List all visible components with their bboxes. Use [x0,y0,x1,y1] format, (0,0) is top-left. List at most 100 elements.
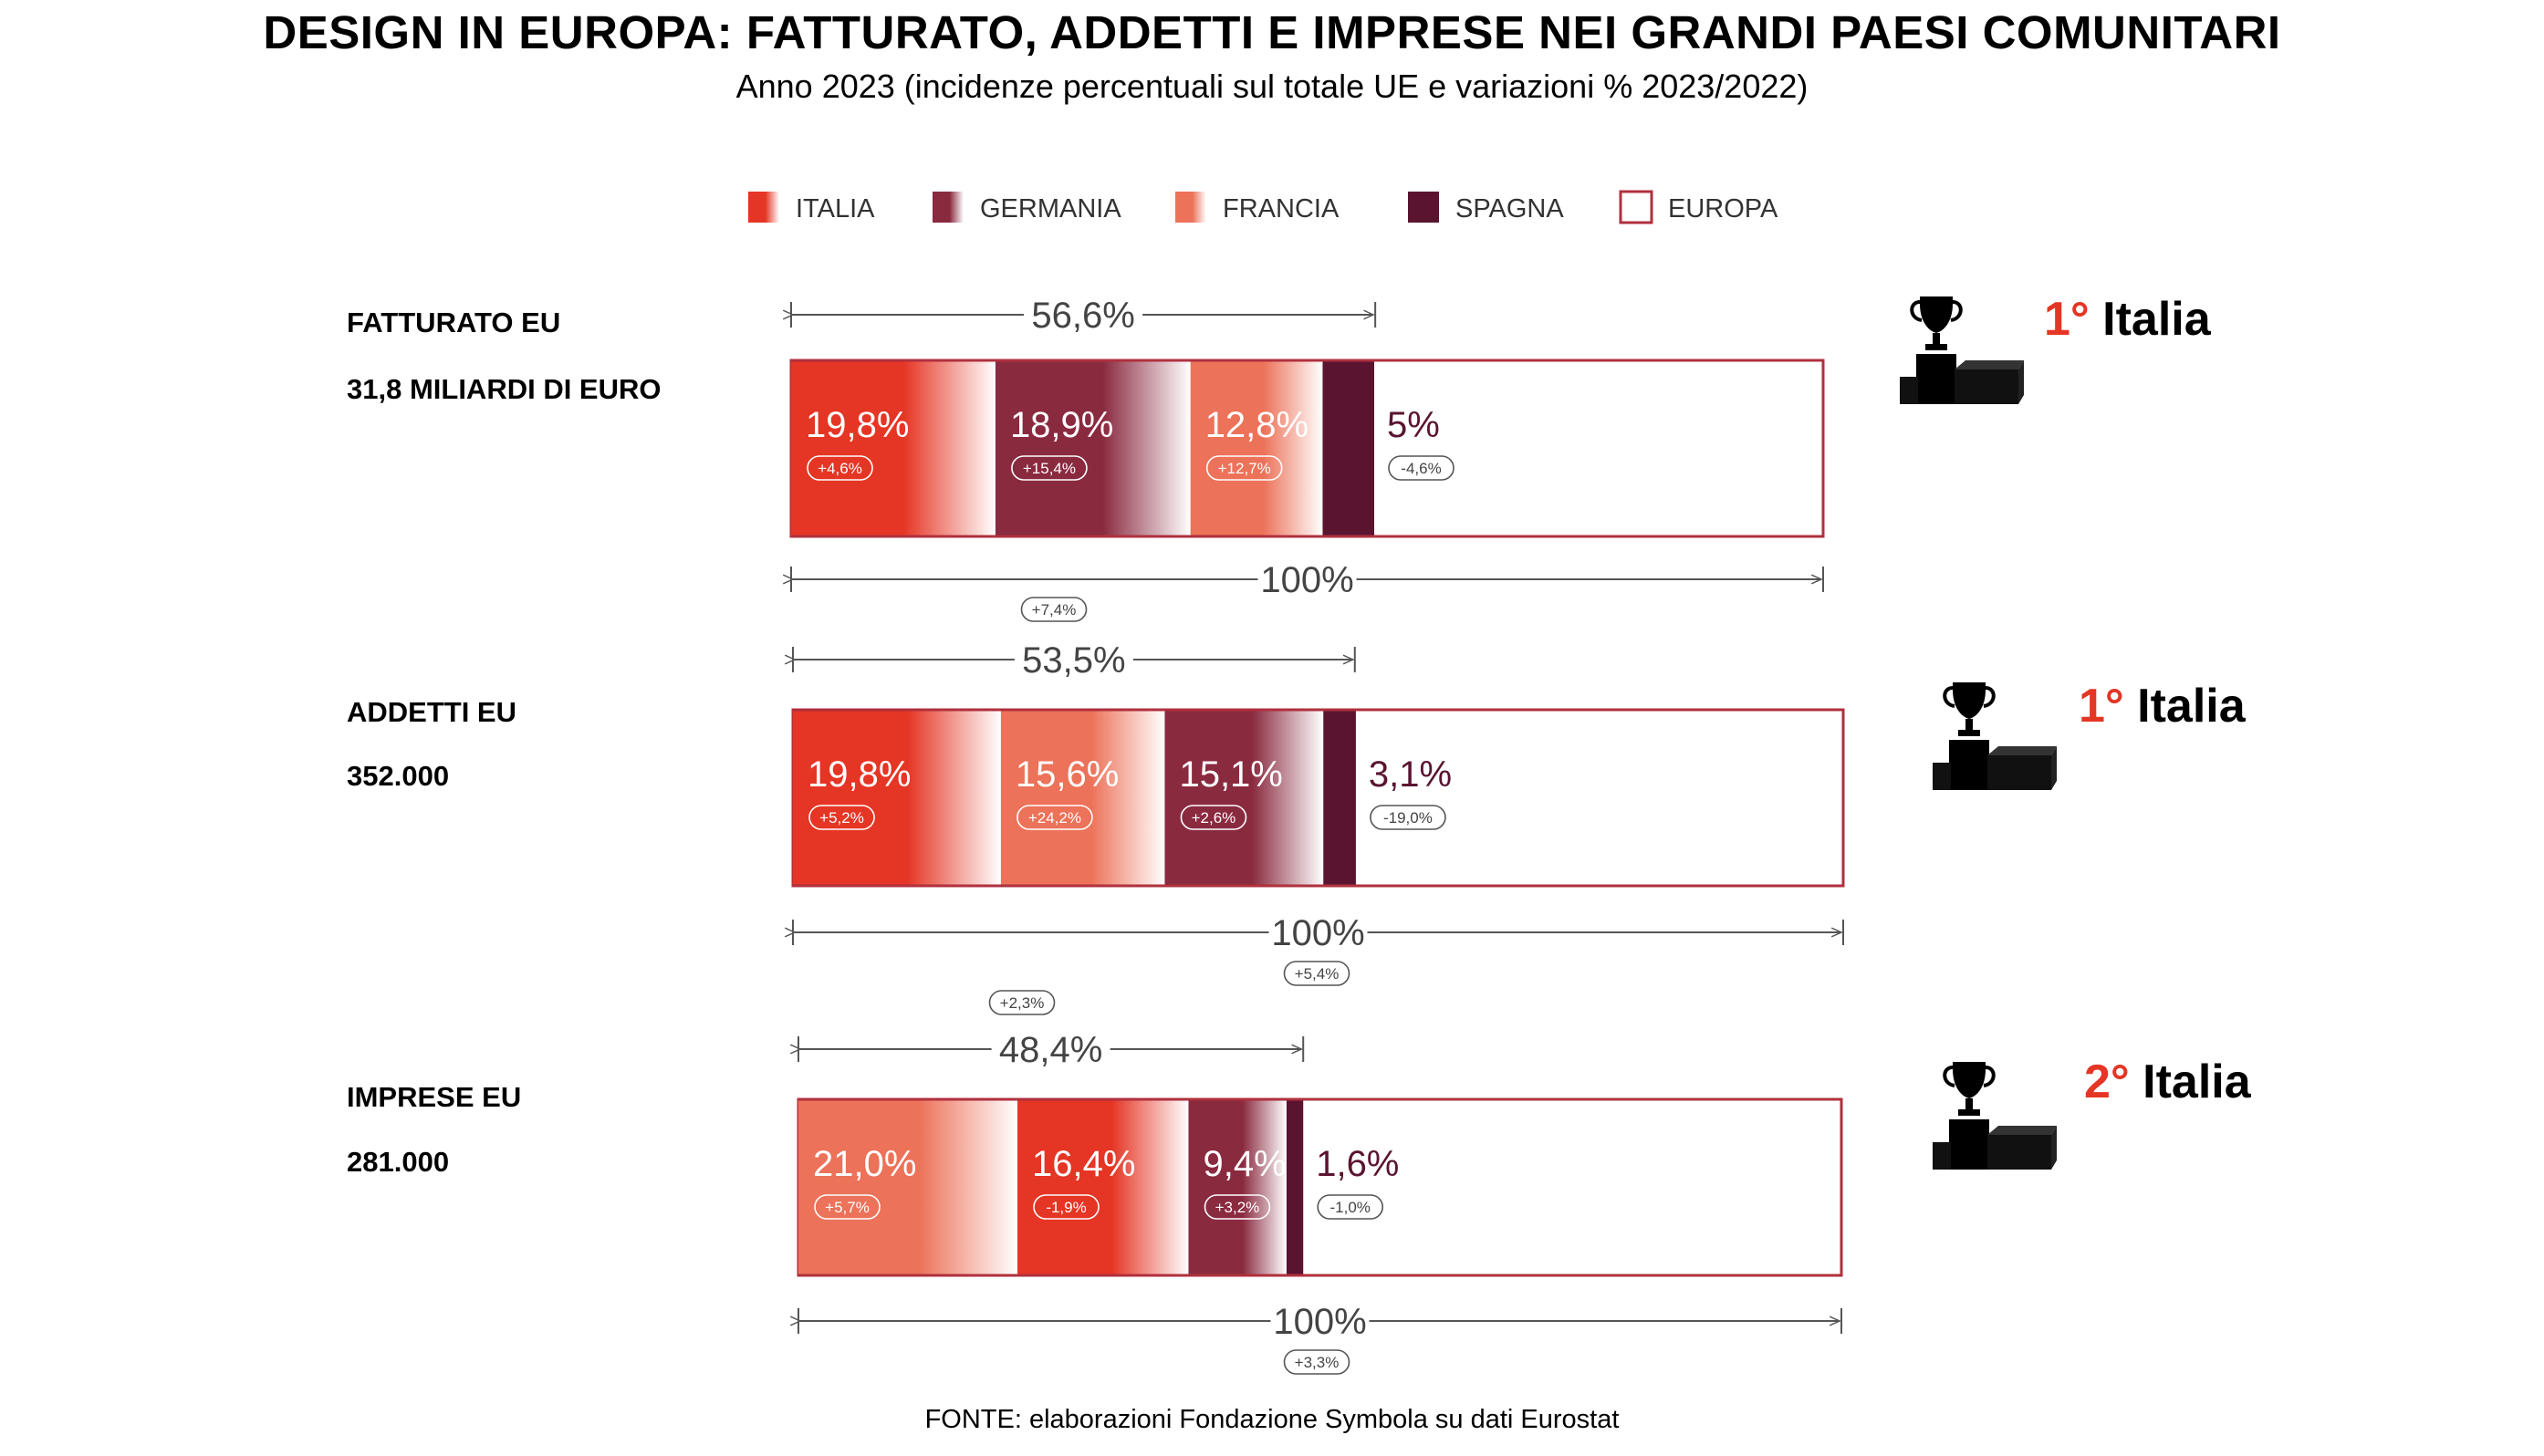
bar-spagna-0 [1322,361,1375,536]
chart-title: DESIGN IN EUROPA: FATTURATO, ADDETTI E I… [263,6,2281,58]
change-badge-spagna-1-pill [1370,805,1446,830]
change-badge-francia-1: +24,2% [1028,809,1081,827]
bar-italia-2 [1017,1100,1189,1274]
value-label-italia-1: 19,8% [808,754,911,795]
rank-fatturato: 1° Italia [2044,292,2211,347]
podium-center [1949,1119,1989,1170]
trophy-handle-right [1983,1066,1996,1087]
total-change-badge-2: +3,3% [1295,1354,1340,1371]
bar-francia-0 [1190,361,1323,536]
total-arrow-2: 100% [798,1302,1842,1342]
trophy-handle-left [1910,300,1923,322]
trophy-handle-right [1950,300,1963,322]
legend-label-italia: ITALIA [796,194,875,224]
bar-germania-1 [1164,711,1324,885]
rank-imprese-num: 2° [2084,1056,2130,1108]
rank-imprese: 2° Italia [2084,1055,2251,1109]
trophy-cup [1920,296,1953,333]
legend-label-francia: FRANCIA [1223,194,1340,224]
change-badge-germania-2-pill [1204,1194,1271,1220]
trophy-podium-icon [1933,682,2057,790]
legend-label-germania: GERMANIA [980,194,1121,224]
row-0: 19,8% +4,6% 18,9% +15,4% 12,8% +12,7% 5% -4,6% 5… [791,296,1825,622]
value-label-spagna-1: 3,1% [1369,754,1452,795]
rank-addetti-num: 1° [2079,680,2124,733]
value-label-germania-1: 15,1% [1179,754,1282,795]
value-label-francia-2: 21,0% [813,1144,916,1184]
row-2: 21,0% +5,7% 16,4% -1,9% 9,4% +3,2% 1,6% -1,0% 48… [798,990,1843,1375]
trophy-cup [1953,682,1986,719]
bar-spagna-2 [1286,1100,1304,1274]
trophy-stem [1965,1098,1973,1109]
legend-label-spagna: SPAGNA [1455,194,1564,224]
change-badge-germania-0: +15,4% [1023,460,1076,477]
value-label-italia-2: 16,4% [1032,1144,1135,1184]
trophy-handle-left [1943,1066,1955,1087]
bar-germania-2 [1188,1100,1287,1274]
change-badge-spagna-0-pill [1388,455,1454,481]
total-arrow-1: 100% [793,913,1844,953]
legend-swatch-spagna [1408,192,1439,223]
trophies [1900,296,2057,1170]
total-arrow-1-label: 100% [1271,913,1364,953]
chart-rows: 19,8% +4,6% 18,9% +15,4% 12,8% +12,7% 5% -4,6% 5… [791,296,1845,1375]
change-badge-italia-2-pill [1033,1194,1100,1220]
total-arrow-2-label: 100% [1273,1302,1366,1342]
chart-subtitle: Anno 2023 (incidenze percentuali sul tot… [735,68,1809,105]
total-arrow-0: 100% [791,560,1824,600]
group-arrow-1: 53,5% [793,640,1356,681]
podium-left [1900,377,1918,404]
row-sublabel-imprese: 281.000 [347,1146,450,1178]
total-change-badge-1-pill [1283,961,1350,986]
trophy-podium-icon [1933,1062,2057,1170]
value-label-italia-0: 19,8% [806,405,909,445]
podium-center [1916,354,1956,404]
row-label-addetti: ADDETTI EU [347,696,516,728]
podium-right-side [2018,360,2024,404]
podium-right-top [1955,360,2024,369]
trophy-base [1958,730,1980,736]
change-badge-francia-0-pill [1205,455,1283,481]
legend-swatch-germania [933,192,964,223]
group-change-badge-2: +2,3% [1000,994,1045,1012]
change-badge-spagna-1: -19,0% [1383,809,1433,827]
podium-right-side [2051,746,2057,790]
rank-addetti: 1° Italia [2079,679,2246,733]
podium-right-side [2051,1126,2057,1170]
trophy-stem [1933,333,1940,344]
podium-right [1987,1135,2051,1170]
bar-francia-1 [1000,711,1165,885]
trophy-podium-icon [1900,296,2024,404]
row-label-fatturato: FATTURATO EU [347,307,561,338]
change-badge-francia-2-pill [814,1194,881,1220]
change-badge-germania-2: +3,2% [1215,1199,1260,1216]
row-label-imprese: IMPRESE EU [347,1081,522,1113]
podium-center [1949,740,1989,790]
podium-right [1987,755,2051,790]
source-note: FONTE: elaborazioni Fondazione Symbola s… [924,1405,1620,1434]
row-sublabel-addetti: 352.000 [347,760,450,792]
group-arrow-2-label: 48,4% [999,1030,1102,1070]
podium-right-top [1987,746,2057,755]
change-badge-spagna-2: -1,0% [1330,1199,1371,1216]
rank-fatturato-country: Italia [2102,293,2211,346]
trophy-base [1925,344,1947,350]
legend: ITALIA GERMANIA FRANCIA SPAGNA EUROPA [748,190,1778,224]
trophy-stem [1965,719,1973,730]
change-badge-francia-2: +5,7% [825,1199,870,1216]
total-change-badge-1: +5,4% [1295,965,1340,983]
group-arrow-2: 48,4% [798,1030,1305,1070]
podium-right [1955,369,2018,404]
bar-francia-2 [798,1100,1018,1274]
change-badge-germania-1: +2,6% [1192,809,1236,827]
value-label-spagna-2: 1,6% [1316,1144,1399,1184]
change-badge-francia-0: +12,7% [1218,460,1271,477]
change-badge-francia-1-pill [1017,805,1093,830]
legend-swatch-francia [1175,192,1206,223]
row-sublabel-fatturato: 31,8 MILIARDI DI EURO [347,373,662,405]
total-change-badge-0: +7,4% [1032,601,1077,619]
total-change-badge-0-pill [1020,597,1088,622]
change-badge-italia-2: -1,9% [1046,1199,1086,1216]
trophy-handle-left [1943,686,1955,708]
